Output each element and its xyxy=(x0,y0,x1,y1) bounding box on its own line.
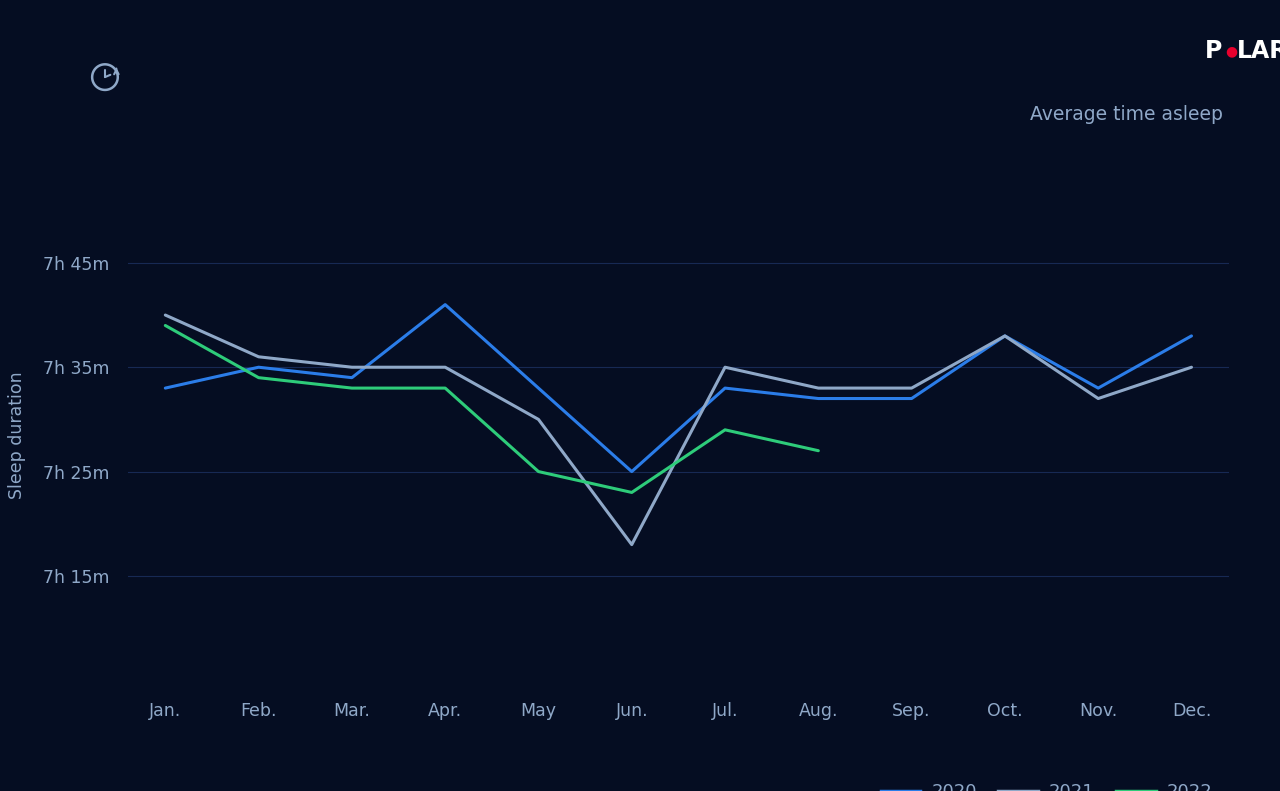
Text: P: P xyxy=(1204,40,1222,63)
Text: LAR: LAR xyxy=(1236,40,1280,63)
Text: Average time asleep: Average time asleep xyxy=(1029,105,1222,124)
Legend: 2020, 2021, 2022: 2020, 2021, 2022 xyxy=(873,776,1220,791)
Y-axis label: Sleep duration: Sleep duration xyxy=(8,371,26,499)
Text: ●: ● xyxy=(1225,44,1236,59)
Text: ______: ______ xyxy=(1208,61,1242,70)
